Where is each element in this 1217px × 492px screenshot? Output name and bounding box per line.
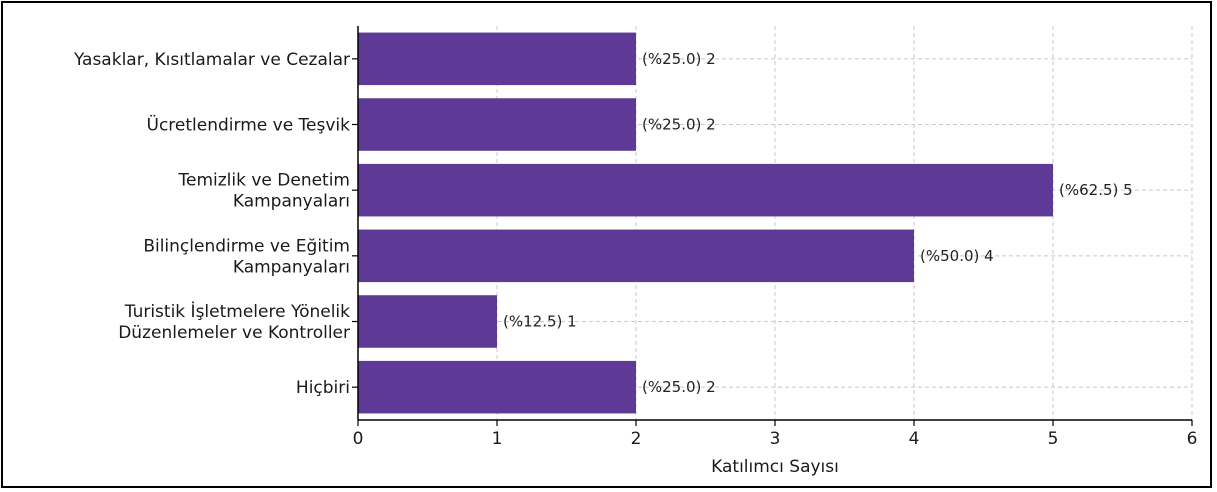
data-labels: (%25.0) 2 (%25.0) 2 (%62.5) 5 (%50.0) 4 (%12…: [503, 50, 1133, 396]
x-tick-label: 0: [353, 429, 364, 449]
data-label: (%12.5) 1: [503, 313, 577, 331]
category-label: Temizlik ve Denetim Kampanyaları: [177, 171, 350, 212]
x-tick-label: 4: [909, 429, 920, 449]
bar: [358, 295, 497, 348]
x-tick-label: 1: [492, 429, 503, 449]
bar: [358, 32, 636, 86]
x-tick-label: 5: [1048, 429, 1059, 449]
bar: [358, 98, 636, 151]
category-label-line: Ücretlendirme ve Teşvik: [147, 114, 351, 136]
data-label: (%50.0) 4: [920, 247, 994, 265]
category-labels: Yasaklar, Kısıtlamalar ve Cezalar Ücretle…: [73, 50, 350, 398]
category-label-line: Turistik İşletmelere Yönelik: [124, 301, 350, 322]
x-tick-label: 6: [1187, 429, 1198, 449]
category-label-line: Yasaklar, Kısıtlamalar ve Cezalar: [73, 50, 350, 70]
x-tick-label: 2: [631, 429, 642, 449]
x-axis-title: Katılımcı Sayısı: [711, 457, 839, 477]
category-label: Ücretlendirme ve Teşvik: [147, 114, 351, 136]
category-label-line: Düzenlemeler ve Kontroller: [118, 323, 350, 343]
category-label: Bilinçlendirme ve Eğitim Kampanyaları: [143, 236, 350, 277]
x-tick-label: 3: [770, 429, 781, 449]
category-label-line: Hiçbiri: [296, 378, 350, 398]
data-label: (%62.5) 5: [1059, 181, 1133, 199]
data-label: (%25.0) 2: [642, 116, 716, 134]
bars: [358, 32, 1053, 414]
bar: [358, 163, 1053, 217]
category-label: Hiçbiri: [296, 378, 350, 398]
category-label-line: Temizlik ve Denetim: [177, 171, 350, 191]
data-label: (%25.0) 2: [642, 378, 716, 396]
category-label: Turistik İşletmelere Yönelik Düzenlemeler…: [118, 301, 350, 343]
data-label: (%25.0) 2: [642, 50, 716, 68]
category-label-line: Bilinçlendirme ve Eğitim: [143, 236, 350, 256]
category-label-line: Kampanyaları: [233, 192, 350, 212]
bar: [358, 229, 914, 283]
category-label-line: Kampanyaları: [233, 257, 350, 277]
category-label: Yasaklar, Kısıtlamalar ve Cezalar: [73, 50, 350, 70]
bar: [358, 360, 636, 414]
x-tick-labels: 0 1 2 3 4 5 6: [352, 58, 1198, 449]
